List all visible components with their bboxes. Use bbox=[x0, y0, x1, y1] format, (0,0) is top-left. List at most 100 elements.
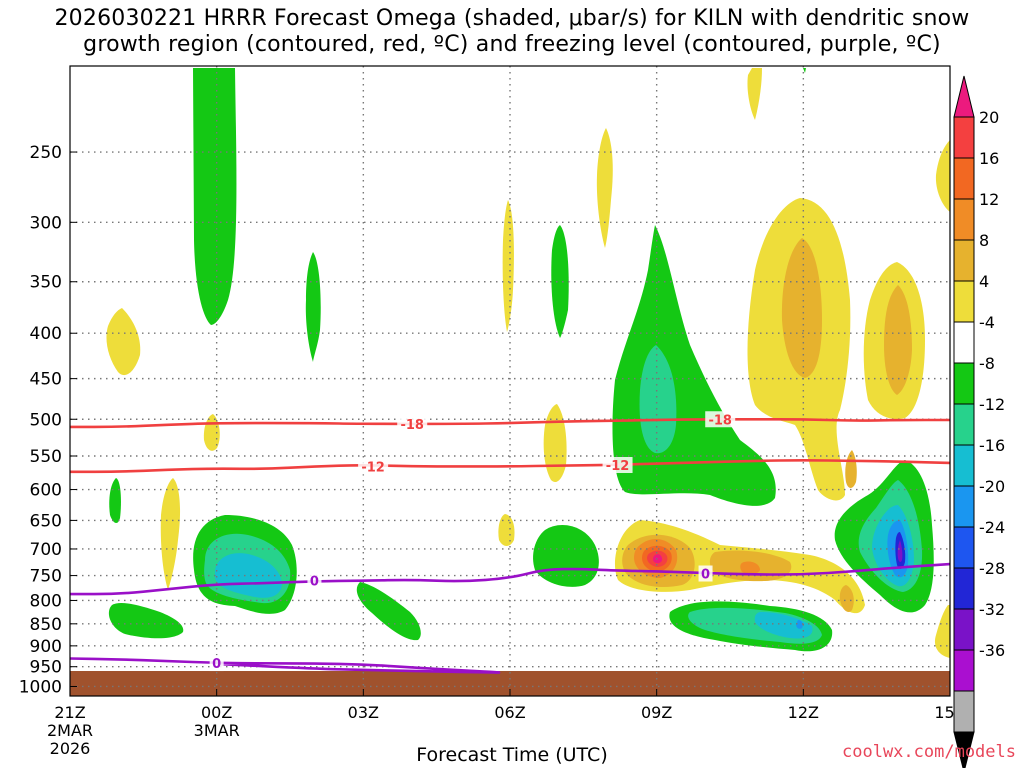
contour-label-bg bbox=[307, 572, 322, 589]
colorbar-label: -28 bbox=[979, 559, 1005, 578]
x-date-label: 2MAR bbox=[47, 721, 93, 740]
colorbar-swatch bbox=[953, 690, 975, 733]
contour-label-bg bbox=[358, 458, 389, 475]
x-tick-label: 21Z bbox=[54, 703, 85, 722]
colorbar-label: -20 bbox=[979, 477, 1005, 496]
colorbar-swatch bbox=[953, 485, 975, 528]
credit-text[interactable]: coolwx.com/models bbox=[842, 742, 1016, 762]
y-tick-label: 550 bbox=[30, 447, 62, 467]
omega-region bbox=[106, 308, 141, 376]
contour-label: 0 bbox=[310, 575, 319, 590]
colorbar-label: 4 bbox=[979, 272, 989, 291]
omega-region bbox=[934, 605, 950, 658]
omega-region bbox=[754, 612, 813, 639]
colorbar-swatch bbox=[953, 321, 975, 364]
colorbar-label: -36 bbox=[979, 641, 1005, 660]
y-tick-label: 900 bbox=[30, 637, 62, 657]
colorbar-label: 16 bbox=[979, 149, 999, 168]
y-tick-label: 650 bbox=[30, 511, 62, 531]
x-date-label: 3MAR bbox=[194, 721, 240, 740]
colorbar-swatch bbox=[953, 567, 975, 610]
colorbar-swatch bbox=[953, 649, 975, 692]
y-tick-label: 950 bbox=[30, 658, 62, 678]
chart-title-line-2: growth region (contoured, red, ºC) and f… bbox=[83, 32, 941, 57]
omega-region bbox=[215, 553, 282, 598]
y-tick-label: 750 bbox=[30, 567, 62, 587]
x-tick-label: 06Z bbox=[494, 703, 525, 722]
omega-shading bbox=[70, 68, 950, 696]
omega-region bbox=[543, 404, 567, 483]
colorbar-swatch bbox=[953, 75, 975, 118]
x-tick-label: 09Z bbox=[641, 703, 672, 722]
colorbar-swatch bbox=[953, 403, 975, 446]
omega-region bbox=[193, 68, 237, 325]
colorbar-swatch bbox=[953, 731, 975, 768]
x-tick-label: 00Z bbox=[201, 703, 232, 722]
colorbar-swatch bbox=[953, 157, 975, 200]
contour-label-bg bbox=[397, 415, 428, 432]
omega-region bbox=[839, 585, 854, 612]
y-tick-label: 850 bbox=[30, 615, 62, 635]
omega-region bbox=[596, 128, 613, 248]
omega-region bbox=[203, 414, 220, 451]
contour-label: -12 bbox=[606, 459, 630, 474]
colorbar-swatch bbox=[953, 362, 975, 405]
contour-label-bg bbox=[602, 457, 633, 474]
omega-region bbox=[639, 345, 677, 454]
omega-region bbox=[796, 620, 803, 629]
colorbar-label: -32 bbox=[979, 600, 1005, 619]
contour-label: 0 bbox=[701, 568, 710, 583]
omega-region bbox=[551, 225, 569, 338]
omega-region bbox=[740, 561, 760, 575]
colorbar-swatch bbox=[953, 116, 975, 159]
contour-label-bg bbox=[705, 411, 736, 428]
x-tick-label: 12Z bbox=[788, 703, 819, 722]
colorbar-label: 12 bbox=[979, 190, 999, 209]
colorbar-label: 8 bbox=[979, 231, 989, 250]
omega-region bbox=[781, 238, 822, 378]
colorbar-label: -16 bbox=[979, 436, 1005, 455]
chart-title-line-1: 2026030221 HRRR Forecast Omega (shaded, … bbox=[54, 6, 970, 31]
y-axis: 2503003504004505005506006507007508008509… bbox=[19, 143, 77, 697]
y-tick-label: 250 bbox=[30, 143, 62, 163]
contour-label: 0 bbox=[212, 657, 221, 672]
colorbar-label: -24 bbox=[979, 518, 1005, 537]
contour-lines: -18 -18 -12 -12 0 0 0 bbox=[70, 411, 950, 674]
colorbar-swatch bbox=[953, 444, 975, 487]
contour-line bbox=[70, 417, 950, 429]
omega-region bbox=[498, 514, 515, 546]
y-tick-label: 300 bbox=[30, 213, 62, 233]
contour-label: -18 bbox=[400, 418, 424, 433]
y-tick-label: 800 bbox=[30, 591, 62, 611]
colorbar-swatch bbox=[953, 608, 975, 651]
y-tick-label: 500 bbox=[30, 410, 62, 430]
contour-label: -12 bbox=[361, 460, 385, 475]
omega-region bbox=[652, 554, 663, 564]
contour-line bbox=[70, 657, 501, 674]
colorbar-swatch bbox=[953, 198, 975, 241]
y-tick-label: 700 bbox=[30, 540, 62, 560]
contour-label: -18 bbox=[708, 413, 732, 428]
omega-region bbox=[935, 140, 950, 212]
y-tick-label: 600 bbox=[30, 481, 62, 501]
y-tick-label: 1000 bbox=[19, 677, 62, 697]
contour-line bbox=[70, 562, 950, 596]
omega-region bbox=[160, 478, 181, 590]
x-axis-title: Forecast Time (UTC) bbox=[416, 744, 608, 766]
colorbar: 20 16 12 8 4 -4 -8 -12 -16 -20 -24 -28 -32 -36 bbox=[953, 75, 1005, 768]
contour-line bbox=[70, 459, 950, 474]
omega-region bbox=[897, 540, 903, 563]
colorbar-label: -12 bbox=[979, 395, 1005, 414]
omega-region bbox=[502, 200, 514, 332]
x-date-label: 2026 bbox=[50, 739, 91, 758]
colorbar-swatch bbox=[953, 280, 975, 323]
y-tick-label: 400 bbox=[30, 324, 62, 344]
omega-region bbox=[747, 68, 762, 120]
colorbar-label: -8 bbox=[979, 354, 995, 373]
colorbar-swatch bbox=[953, 526, 975, 569]
omega-region bbox=[803, 68, 806, 73]
omega-region bbox=[884, 285, 912, 395]
omega-region bbox=[305, 252, 321, 362]
contour-label-bg bbox=[209, 655, 224, 672]
